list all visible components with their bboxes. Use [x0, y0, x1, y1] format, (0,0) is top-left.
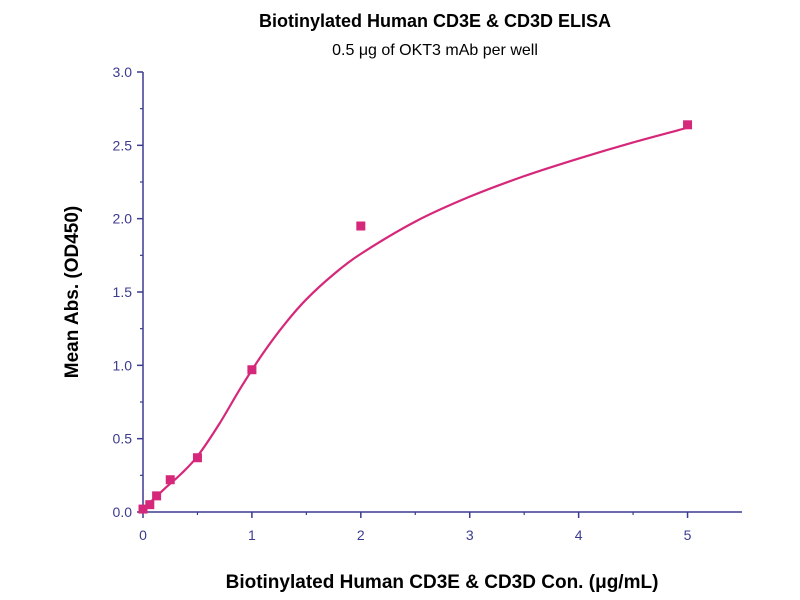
x-axis-label: Biotinylated Human CD3E & CD3D Con. (μg/… — [226, 572, 659, 593]
y-tick-label: 2.0 — [113, 211, 133, 227]
x-tick-label: 0 — [139, 527, 147, 543]
fit-curve-group — [142, 126, 688, 510]
x-tick-label: 1 — [248, 527, 256, 543]
y-tick-label: 0.5 — [113, 431, 133, 447]
chart-title: Biotinylated Human CD3E & CD3D ELISA — [259, 11, 611, 31]
ticks-group: 0.0 0.5 1.0 1.5 2.0 2.5 3.0 0 1 2 3 4 5 — [113, 64, 692, 543]
data-point — [683, 120, 693, 130]
data-point — [356, 221, 366, 231]
data-point — [152, 491, 162, 501]
y-tick-label: 1.5 — [113, 284, 133, 300]
data-point — [165, 475, 175, 485]
points-group — [138, 120, 693, 514]
x-tick-label: 3 — [466, 527, 474, 543]
y-tick-label: 0.0 — [113, 504, 133, 520]
x-tick-label: 4 — [575, 527, 583, 543]
y-tick-label: 2.5 — [113, 137, 133, 153]
data-point — [247, 365, 257, 375]
y-tick-label: 1.0 — [113, 357, 133, 373]
data-point — [145, 500, 155, 510]
y-tick-label: 3.0 — [113, 64, 133, 80]
fit-curve-line — [142, 126, 688, 510]
data-point — [138, 504, 148, 514]
x-tick-label: 5 — [684, 527, 692, 543]
x-tick-label: 2 — [357, 527, 365, 543]
chart-subtitle: 0.5 μg of OKT3 mAb per well — [332, 42, 538, 59]
data-point — [192, 453, 202, 463]
y-axis-label: Mean Abs. (OD450) — [62, 206, 83, 378]
